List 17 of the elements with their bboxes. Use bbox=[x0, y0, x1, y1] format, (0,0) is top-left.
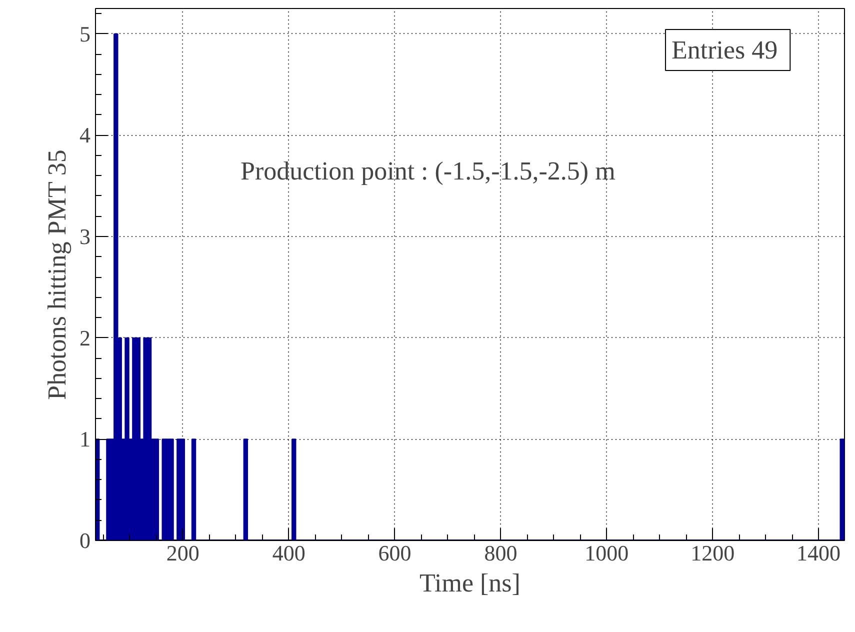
x-tick-label: 1000 bbox=[584, 540, 629, 566]
x-tick-label: 600 bbox=[378, 540, 412, 566]
x-tick-label: 200 bbox=[166, 540, 200, 566]
y-tick-label: 2 bbox=[80, 325, 90, 350]
x-tick-label: 800 bbox=[484, 540, 518, 566]
x-tick-label: 1200 bbox=[690, 540, 735, 566]
annotation: Production point : (-1.5,-1.5,-2.5) m bbox=[240, 156, 616, 186]
y-tick-label: 5 bbox=[80, 21, 90, 46]
annotation: Entries 49 bbox=[672, 36, 778, 64]
y-axis-title: Photons hitting PMT 35 bbox=[42, 150, 72, 400]
y-tick-label: 3 bbox=[80, 224, 90, 249]
x-tick-label: 400 bbox=[272, 540, 306, 566]
x-axis-title: Time [ns] bbox=[420, 568, 520, 598]
y-tick-label: 0 bbox=[80, 528, 90, 553]
y-tick-label: 1 bbox=[80, 426, 90, 452]
x-tick-label: 1400 bbox=[796, 540, 841, 566]
y-tick-label: 4 bbox=[80, 122, 90, 148]
